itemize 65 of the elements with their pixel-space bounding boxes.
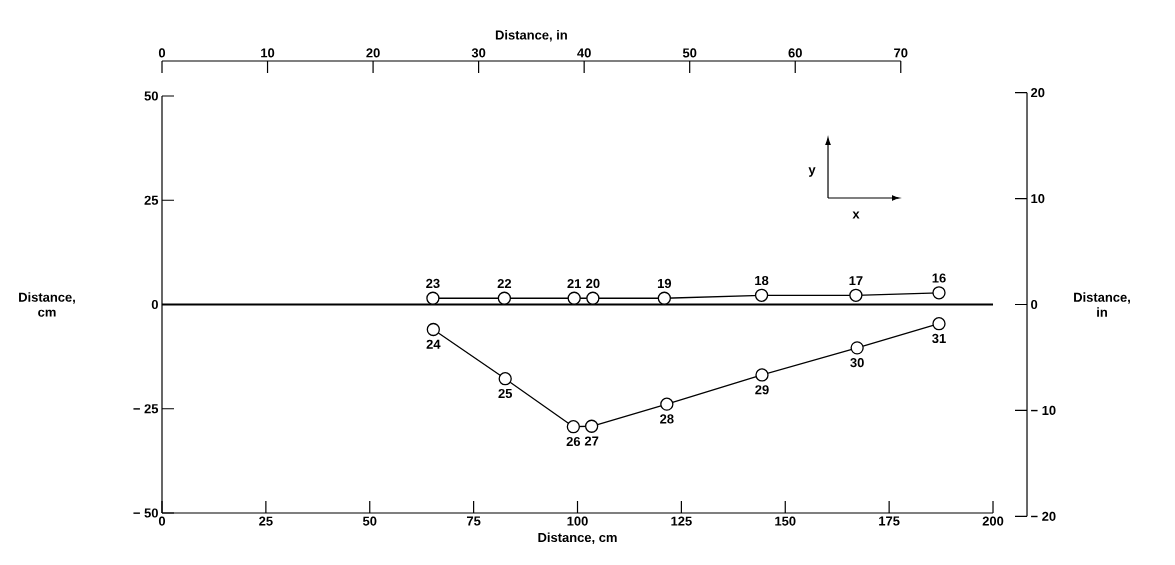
x-tick-label: 175 xyxy=(879,516,900,526)
x-tick-label: 75 xyxy=(466,516,481,526)
x2-axis-title: Distance, in xyxy=(495,30,567,42)
y2-tick-label: 10 xyxy=(1031,193,1045,204)
point xyxy=(849,288,863,302)
x-tick-label: 150 xyxy=(775,516,796,526)
x-tick-label: 0 xyxy=(158,516,166,526)
x2-tick-label: 10 xyxy=(261,48,275,58)
annotation: 26 xyxy=(566,436,581,447)
y2-tick-label: 0 xyxy=(1031,299,1038,310)
annotation: 29 xyxy=(755,385,769,395)
point xyxy=(426,291,440,305)
x-tick-label: 200 xyxy=(982,516,1004,526)
x2-tick-label: 20 xyxy=(366,48,380,58)
x2-tick-label: 40 xyxy=(577,48,591,58)
annotation: 22 xyxy=(497,279,512,289)
x2-tick-label: 70 xyxy=(894,48,908,58)
point xyxy=(584,419,599,433)
annotation: 31 xyxy=(932,333,946,344)
x-tick-label: 25 xyxy=(259,516,273,526)
point xyxy=(754,288,769,302)
point xyxy=(660,397,674,411)
x-tick-label: 125 xyxy=(671,516,692,526)
y2-tick-label: − 20 xyxy=(1031,511,1056,521)
x-tick-label: 50 xyxy=(362,516,377,526)
y-tick-label: − 25 xyxy=(133,404,159,414)
annotation: x xyxy=(852,211,860,219)
y-axis-title: Distance, cm xyxy=(19,292,75,317)
point xyxy=(567,291,581,305)
x-axis-title: Distance, cm xyxy=(538,532,617,544)
annotation: y xyxy=(808,167,816,177)
y2-tick-label: 20 xyxy=(1030,88,1045,98)
point xyxy=(586,291,600,305)
annotation: 19 xyxy=(657,278,672,289)
annotation: 17 xyxy=(849,276,863,286)
point xyxy=(932,317,946,331)
annotation: 18 xyxy=(755,275,769,286)
annotation: 21 xyxy=(567,279,582,289)
x2-tick-label: 0 xyxy=(158,48,166,58)
x2-tick-label: 60 xyxy=(788,48,802,58)
annotation: 30 xyxy=(850,358,864,368)
x2-tick-label: 30 xyxy=(471,48,486,58)
point xyxy=(850,341,864,355)
point xyxy=(566,420,580,434)
y-tick-label: 0 xyxy=(151,299,158,310)
annotation: 20 xyxy=(586,278,600,289)
point xyxy=(657,291,671,305)
y-tick-label: 25 xyxy=(144,195,159,205)
x-tick-label: 100 xyxy=(567,516,588,526)
annotation: 16 xyxy=(932,273,946,283)
annotation: 27 xyxy=(584,436,599,446)
annotation: 23 xyxy=(426,278,440,289)
point xyxy=(426,322,440,337)
point xyxy=(498,372,512,386)
y2-tick-label: − 10 xyxy=(1031,405,1056,415)
y-tick-label: 50 xyxy=(144,91,158,101)
point xyxy=(497,291,512,305)
point xyxy=(755,368,769,382)
annotation: 25 xyxy=(498,388,513,399)
point xyxy=(932,286,946,300)
x2-tick-label: 50 xyxy=(682,48,697,58)
annotation: 24 xyxy=(426,339,441,349)
y-tick-label: − 50 xyxy=(133,508,158,518)
y2-axis-title: Distance, in xyxy=(1074,292,1130,317)
annotation: 28 xyxy=(660,414,674,424)
